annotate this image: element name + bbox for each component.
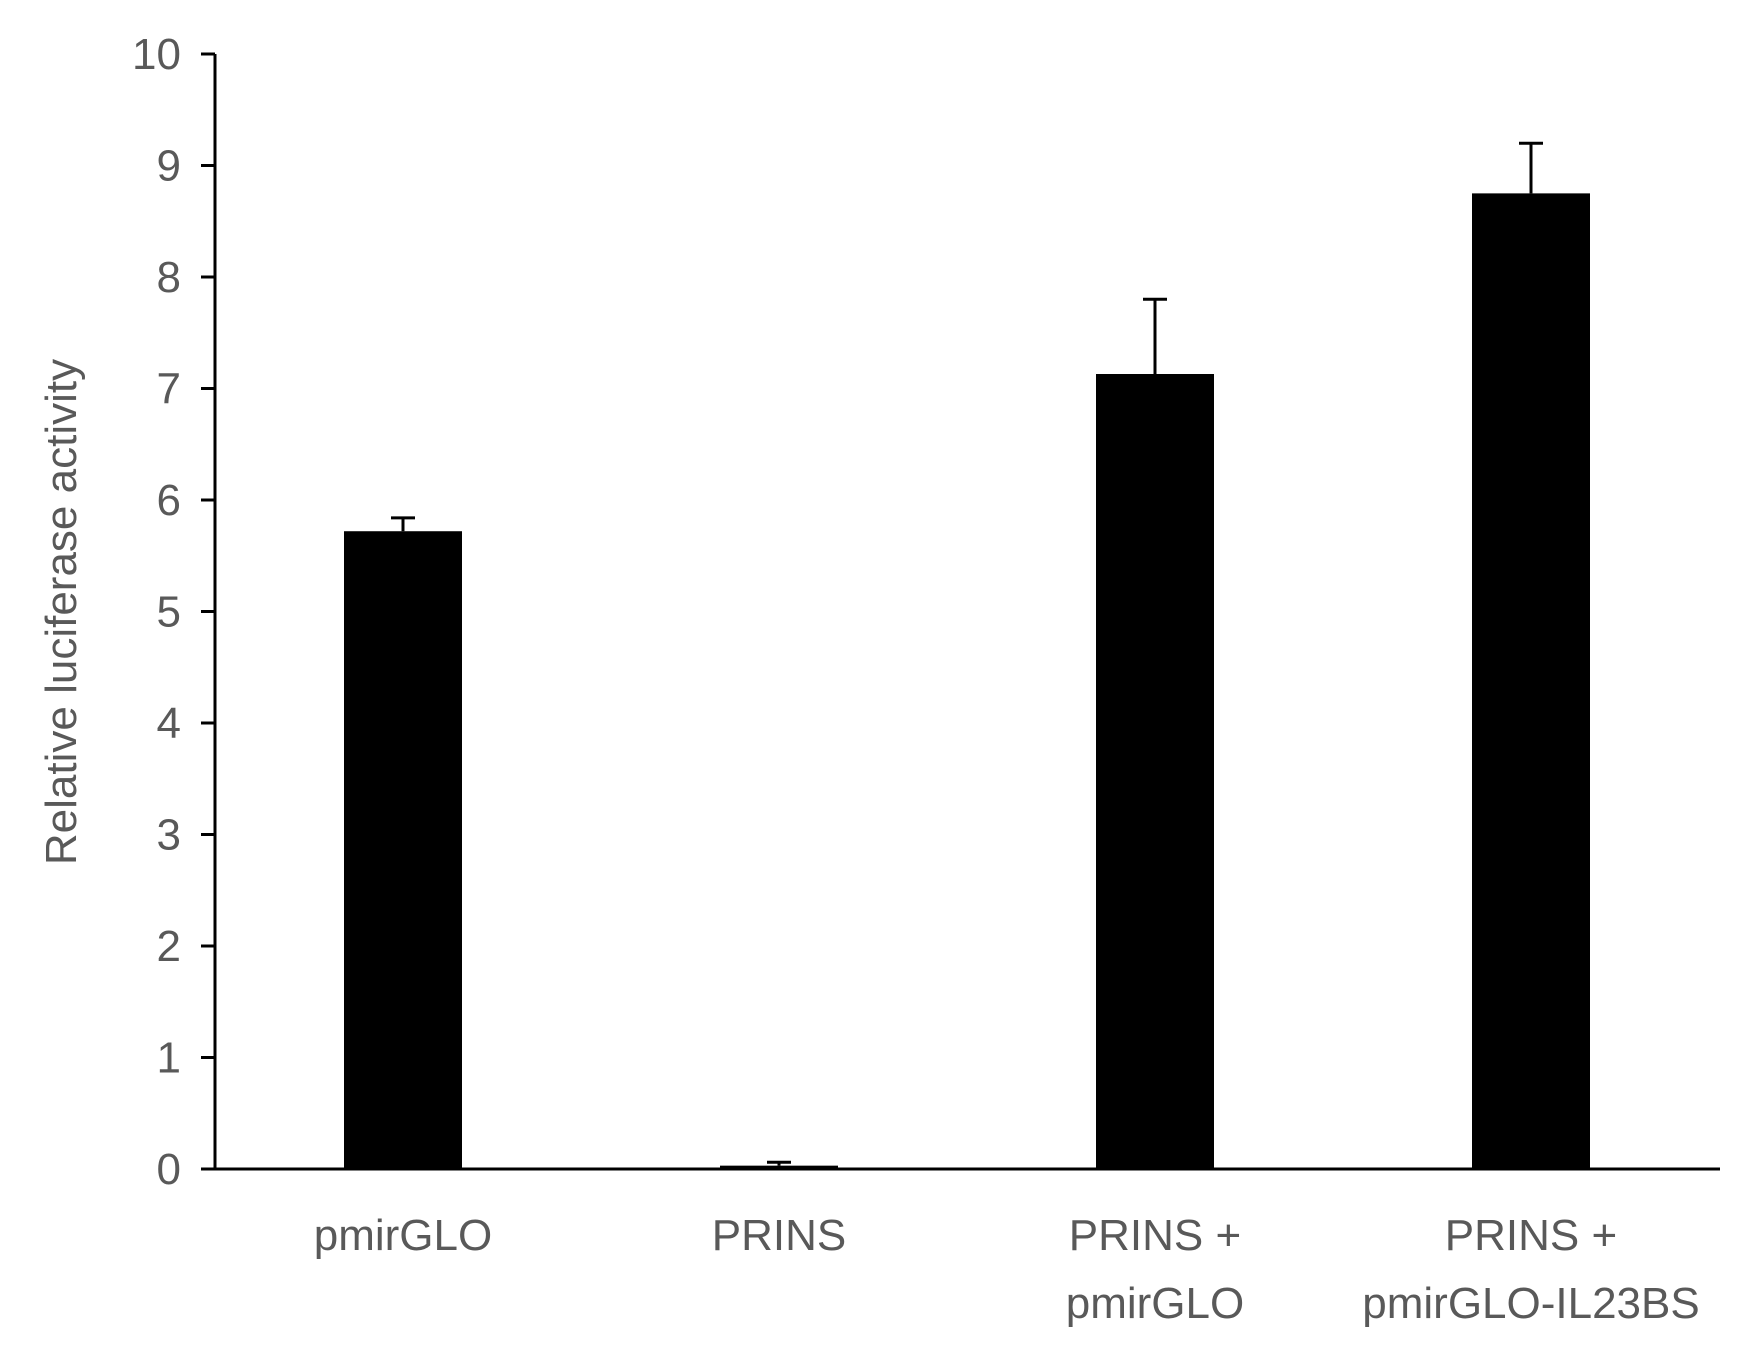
y-tick-label: 6	[157, 476, 181, 525]
y-axis-ticks: 0 1 2 3 4 5 6 7 8 9 10	[132, 30, 215, 1194]
y-tick-label: 7	[157, 365, 181, 414]
bar	[344, 531, 462, 1169]
y-tick-label: 4	[157, 699, 181, 748]
x-category-label: PRINS +	[1069, 1211, 1241, 1260]
bar	[1472, 193, 1590, 1169]
y-tick-label: 2	[157, 922, 181, 971]
x-category-label: PRINS	[712, 1211, 846, 1260]
y-tick-label: 1	[157, 1034, 181, 1083]
y-tick-label: 0	[157, 1145, 181, 1194]
y-tick-label: 5	[157, 588, 181, 637]
y-tick-label: 3	[157, 811, 181, 860]
bar	[1096, 374, 1214, 1169]
error-bars	[391, 141, 1543, 1166]
axes	[201, 54, 1720, 1171]
y-tick-label: 8	[157, 253, 181, 302]
category-labels: pmirGLO PRINS PRINS + pmirGLO PRINS + pmirGLO…	[314, 1211, 1700, 1328]
bar	[720, 1165, 838, 1169]
x-category-label: PRINS +	[1445, 1211, 1617, 1260]
x-category-label: pmirGLO	[314, 1211, 492, 1260]
y-tick-label: 9	[157, 142, 181, 191]
x-category-label: pmirGLO-IL23BS	[1362, 1279, 1699, 1328]
y-axis-title: Relative luciferase activity	[37, 359, 86, 865]
x-category-label: pmirGLO	[1066, 1279, 1244, 1328]
bars	[344, 193, 1590, 1169]
y-tick-label: 10	[132, 30, 181, 79]
y-axis-title-group: Relative luciferase activity	[37, 359, 86, 865]
